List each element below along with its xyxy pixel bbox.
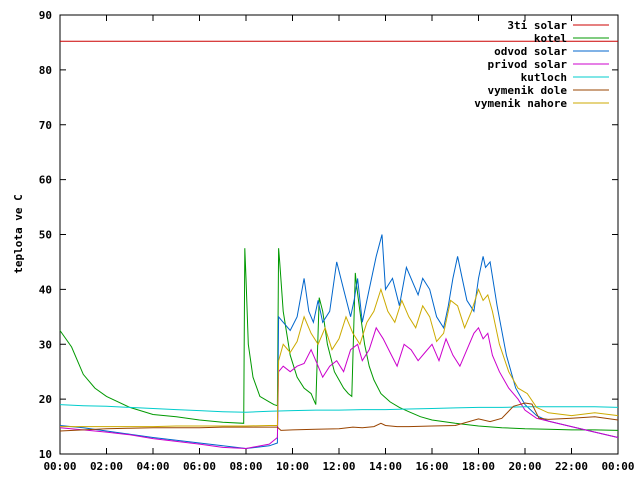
x-tick-label: 16:00: [415, 460, 448, 473]
x-tick-label: 12:00: [322, 460, 355, 473]
y-tick-label: 80: [39, 64, 52, 77]
y-tick-label: 10: [39, 448, 52, 461]
x-tick-label: 18:00: [462, 460, 495, 473]
x-tick-label: 14:00: [369, 460, 402, 473]
x-tick-label: 02:00: [90, 460, 123, 473]
series-line-privod-solar: [59, 326, 619, 450]
series-line-odvod-solar: [59, 234, 619, 450]
x-tick-label: 10:00: [276, 460, 309, 473]
y-tick-label: 90: [39, 9, 52, 22]
x-tick-label: 00:00: [601, 460, 634, 473]
legend-label: 3ti solar: [507, 19, 567, 32]
x-tick-label: 00:00: [43, 460, 76, 473]
legend-label: odvod solar: [494, 45, 567, 58]
legend-label: kutloch: [521, 71, 567, 84]
x-tick-label: 20:00: [508, 460, 541, 473]
series-line-kutloch: [59, 404, 619, 413]
y-tick-label: 50: [39, 229, 52, 242]
y-tick-label: 40: [39, 283, 52, 296]
legend-label: vymenik dole: [488, 84, 568, 97]
legend-label: kotel: [534, 32, 567, 45]
y-tick-label: 30: [39, 338, 52, 351]
y-axis-label: teplota ve C: [12, 194, 25, 273]
legend-label: vymenik nahore: [474, 97, 567, 110]
axes: 10 20 30 40 50 60 70 80 90 00:00 02:00 04:00 06:00 08…: [39, 9, 635, 473]
y-tick-label: 70: [39, 119, 52, 132]
y-tick-label: 20: [39, 393, 52, 406]
series-line-vymenik-dole: [59, 402, 619, 432]
series-line-kotel: [59, 248, 619, 431]
series-line-vymenik-nahore: [60, 287, 619, 428]
legend-label: privod solar: [488, 58, 568, 71]
x-tick-label: 06:00: [183, 460, 216, 473]
x-tick-label: 08:00: [229, 460, 262, 473]
series-layer: [59, 40, 619, 450]
y-tick-label: 60: [39, 174, 52, 187]
x-tick-label: 22:00: [555, 460, 588, 473]
x-tick-label: 04:00: [136, 460, 169, 473]
